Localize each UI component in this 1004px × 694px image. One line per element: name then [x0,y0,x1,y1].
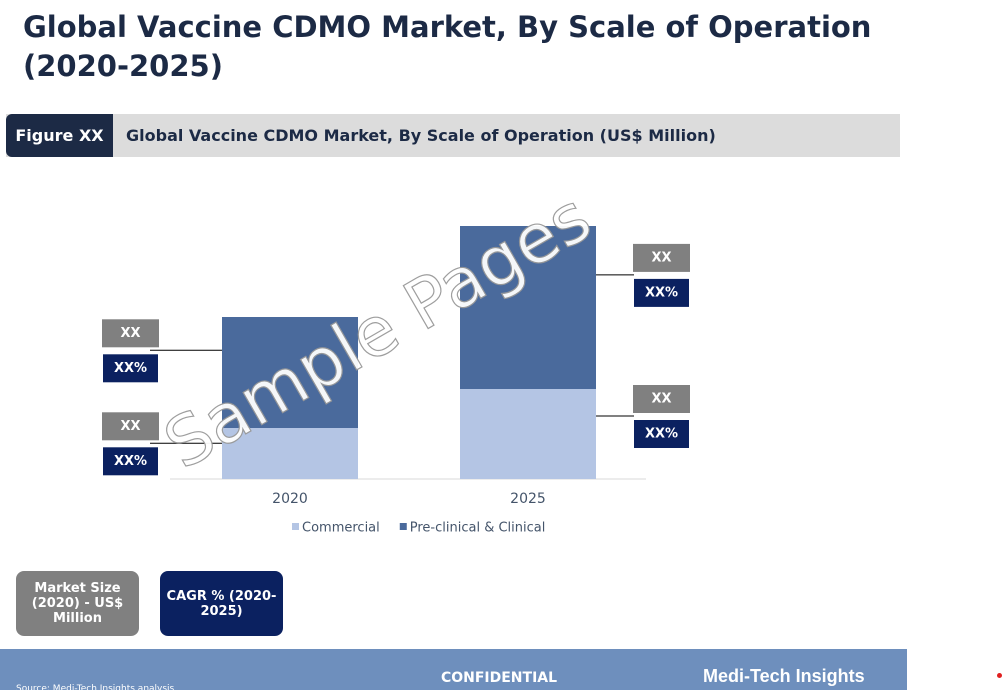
source: Source: Medi-Tech Insights analysis [16,684,175,694]
figure-tag: Figure XX [6,114,113,157]
callout-share-box [103,447,158,476]
bar-segment [222,317,358,428]
callout-share-box [103,354,158,383]
callout-value: XX [651,250,671,265]
figure-bar: Figure XX Global Vaccine CDMO Market, By… [6,114,900,157]
callout-share: XX% [114,361,147,376]
callout-share-box [634,420,689,448]
dot [997,673,1002,678]
bar-segment [460,389,596,479]
x-tick-label: 2020 [272,491,308,507]
bar-segment [460,226,596,389]
legend-label: Commercial [302,521,380,536]
callout-value-box [633,385,690,413]
bar-segment [222,428,358,479]
legend-label: Pre-clinical & Clinical [410,521,546,536]
callout-value: XX [120,419,140,434]
callout-value: XX [120,326,140,341]
callout-share-box [634,278,689,307]
legend-swatch [292,523,299,530]
cagr-box: CAGR % (2020-2025) [160,571,283,636]
callout-value-box [102,319,159,348]
brand: Medi-Tech Insights [703,666,865,686]
confidential: CONFIDENTIAL [440,670,558,686]
x-tick-label: 2025 [510,491,546,507]
legend-swatch [399,523,407,530]
callout-share: XX% [645,285,678,300]
callout-value-box [102,412,159,441]
page-title: Global Vaccine CDMO Market, By Scale of … [23,10,872,83]
market-size-box: Market Size (2020) - US$ Million [16,571,139,636]
callout-value: XX [651,392,671,407]
figure-caption: Global Vaccine CDMO Market, By Scale of … [126,126,716,145]
footer: CONFIDENTIAL Medi-Tech Insights Source: … [0,649,907,694]
callout-share: XX% [114,454,147,469]
callout-share: XX% [645,427,678,442]
callout-value-box [633,243,690,272]
